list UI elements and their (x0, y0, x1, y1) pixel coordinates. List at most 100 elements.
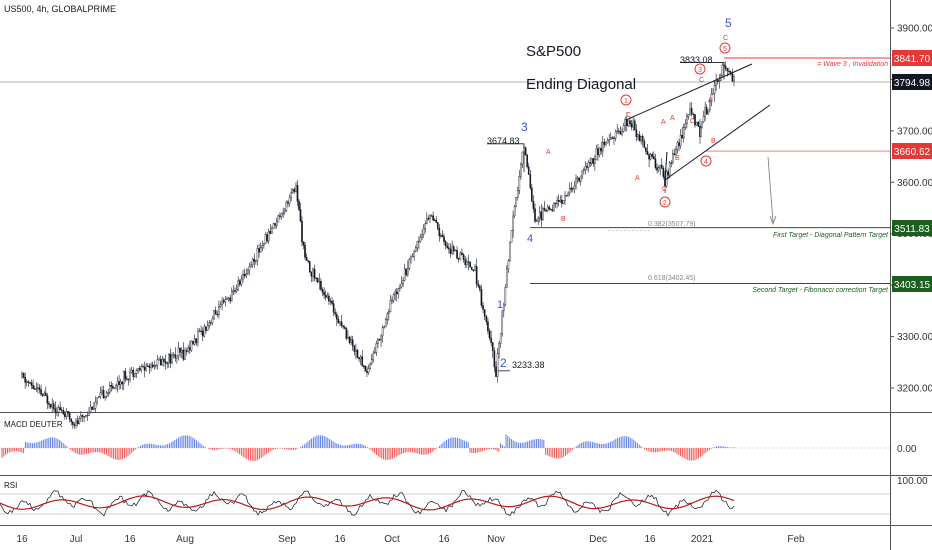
candle-body (337, 318, 340, 324)
candle-body (179, 347, 181, 353)
candle-body (105, 392, 108, 397)
price-pane[interactable] (0, 0, 890, 412)
time-axis-tick: 2021 (691, 534, 714, 545)
candle-body (81, 415, 84, 417)
candle-body (164, 361, 167, 364)
candle-body (443, 236, 445, 242)
wave3-bracket (487, 143, 525, 172)
candle-body (345, 328, 348, 339)
subwave-5-circle: 5 (719, 42, 731, 54)
candle-body (690, 108, 693, 115)
candle-body (548, 206, 551, 210)
time-axis-tick: Aug (176, 534, 194, 545)
candle-body (72, 421, 74, 425)
label-B: B (711, 138, 716, 145)
candle-body (219, 304, 222, 307)
candle-body (146, 365, 149, 367)
candle-body (340, 321, 343, 326)
candle-body (670, 162, 673, 164)
label-A: A (635, 175, 640, 182)
candle-body (721, 64, 724, 76)
candle-body (299, 209, 302, 222)
candle-body (395, 291, 398, 295)
candle-body (176, 355, 178, 359)
high-price-note: 3833.08 (680, 55, 713, 65)
candlestick-series (21, 61, 735, 429)
candle-body (592, 158, 595, 164)
wave-label-3: 3 (521, 120, 528, 134)
candle-body (499, 333, 502, 344)
candle-body (405, 268, 408, 275)
candle-body (359, 356, 362, 360)
candle-body (229, 297, 231, 302)
candle-body (293, 189, 296, 192)
candle-body (413, 251, 415, 257)
candle-body (267, 230, 270, 242)
candle-body (559, 199, 562, 202)
candle-body (456, 249, 458, 259)
candle-body (148, 365, 151, 368)
label-B: B (561, 216, 566, 223)
candle-body (159, 359, 162, 366)
candle-body (25, 381, 28, 383)
candle-body (597, 148, 599, 156)
candle-body (145, 365, 147, 371)
candle-body (190, 340, 193, 351)
candle-body (695, 121, 698, 126)
candle-body (203, 326, 206, 337)
candle-body (576, 177, 579, 180)
candle-body (602, 141, 604, 152)
candle-body (210, 322, 212, 324)
candle-body (542, 208, 544, 221)
candle-body (510, 230, 513, 243)
candle-body (657, 167, 660, 171)
candle-body (421, 234, 423, 238)
candle-body (380, 335, 382, 341)
candle-body (45, 392, 47, 396)
candle-body (274, 223, 276, 226)
candle-body (35, 388, 38, 390)
candle-body (386, 313, 389, 320)
candle-body (459, 252, 462, 260)
candle-body (475, 266, 478, 285)
candle-body (488, 330, 491, 339)
candle-body (543, 208, 546, 211)
candle-body (29, 382, 31, 384)
candle-body (502, 304, 505, 311)
candle-body (366, 371, 368, 373)
candle-body (185, 350, 188, 352)
candle-body (248, 266, 251, 271)
candle-body (266, 234, 268, 242)
candle-body (538, 211, 541, 219)
candle-body (104, 396, 106, 398)
candle-body (551, 209, 554, 212)
candle-body (363, 365, 365, 368)
candle-body (280, 213, 283, 217)
candle-body (119, 381, 122, 385)
candle-body (205, 326, 207, 331)
candle-body (192, 340, 194, 345)
candle-body (59, 407, 61, 410)
candle-body (288, 197, 291, 204)
candle-body (83, 416, 85, 418)
candle-body (323, 292, 325, 296)
candle-body (68, 413, 71, 420)
candle-body (487, 321, 489, 332)
candle-body (161, 358, 164, 366)
price-axis-tick: 3300.00 (897, 332, 932, 343)
candle-body (48, 403, 50, 405)
svg-text:2: 2 (663, 200, 667, 207)
candle-body (624, 118, 626, 126)
candle-body (388, 311, 390, 315)
candle-body (101, 390, 103, 394)
candle-body (707, 109, 710, 115)
candle-body (150, 364, 152, 368)
candle-body (282, 211, 284, 215)
candle-body (587, 162, 590, 168)
rsi-ma-line (0, 495, 735, 511)
candle-body (298, 201, 300, 210)
candle-body (200, 330, 202, 332)
candle-body (304, 244, 306, 258)
candle-body (32, 385, 34, 389)
